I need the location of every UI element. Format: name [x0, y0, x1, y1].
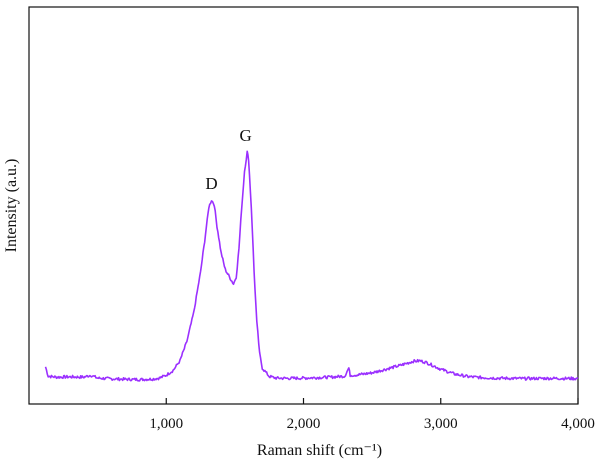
peak-label-d: D — [205, 174, 217, 193]
x-tick-label: 3,000 — [424, 416, 458, 432]
peak-label-g: G — [239, 126, 251, 145]
x-axis-tick-labels: 1,000 2,000 3,000 4,000 — [149, 416, 595, 432]
x-axis-ticks — [165, 398, 579, 404]
y-axis-title: Intensity (a.u.) — [3, 159, 20, 253]
x-tick-label: 2,000 — [287, 416, 321, 432]
x-tick-label: 1,000 — [149, 416, 183, 432]
plot-frame — [28, 6, 579, 405]
spectrum-line — [44, 150, 579, 382]
x-tick-label: 4,000 — [561, 416, 595, 432]
x-axis-title: Raman shift (cm⁻¹) — [257, 442, 382, 459]
peak-annotations: DG — [205, 126, 251, 193]
